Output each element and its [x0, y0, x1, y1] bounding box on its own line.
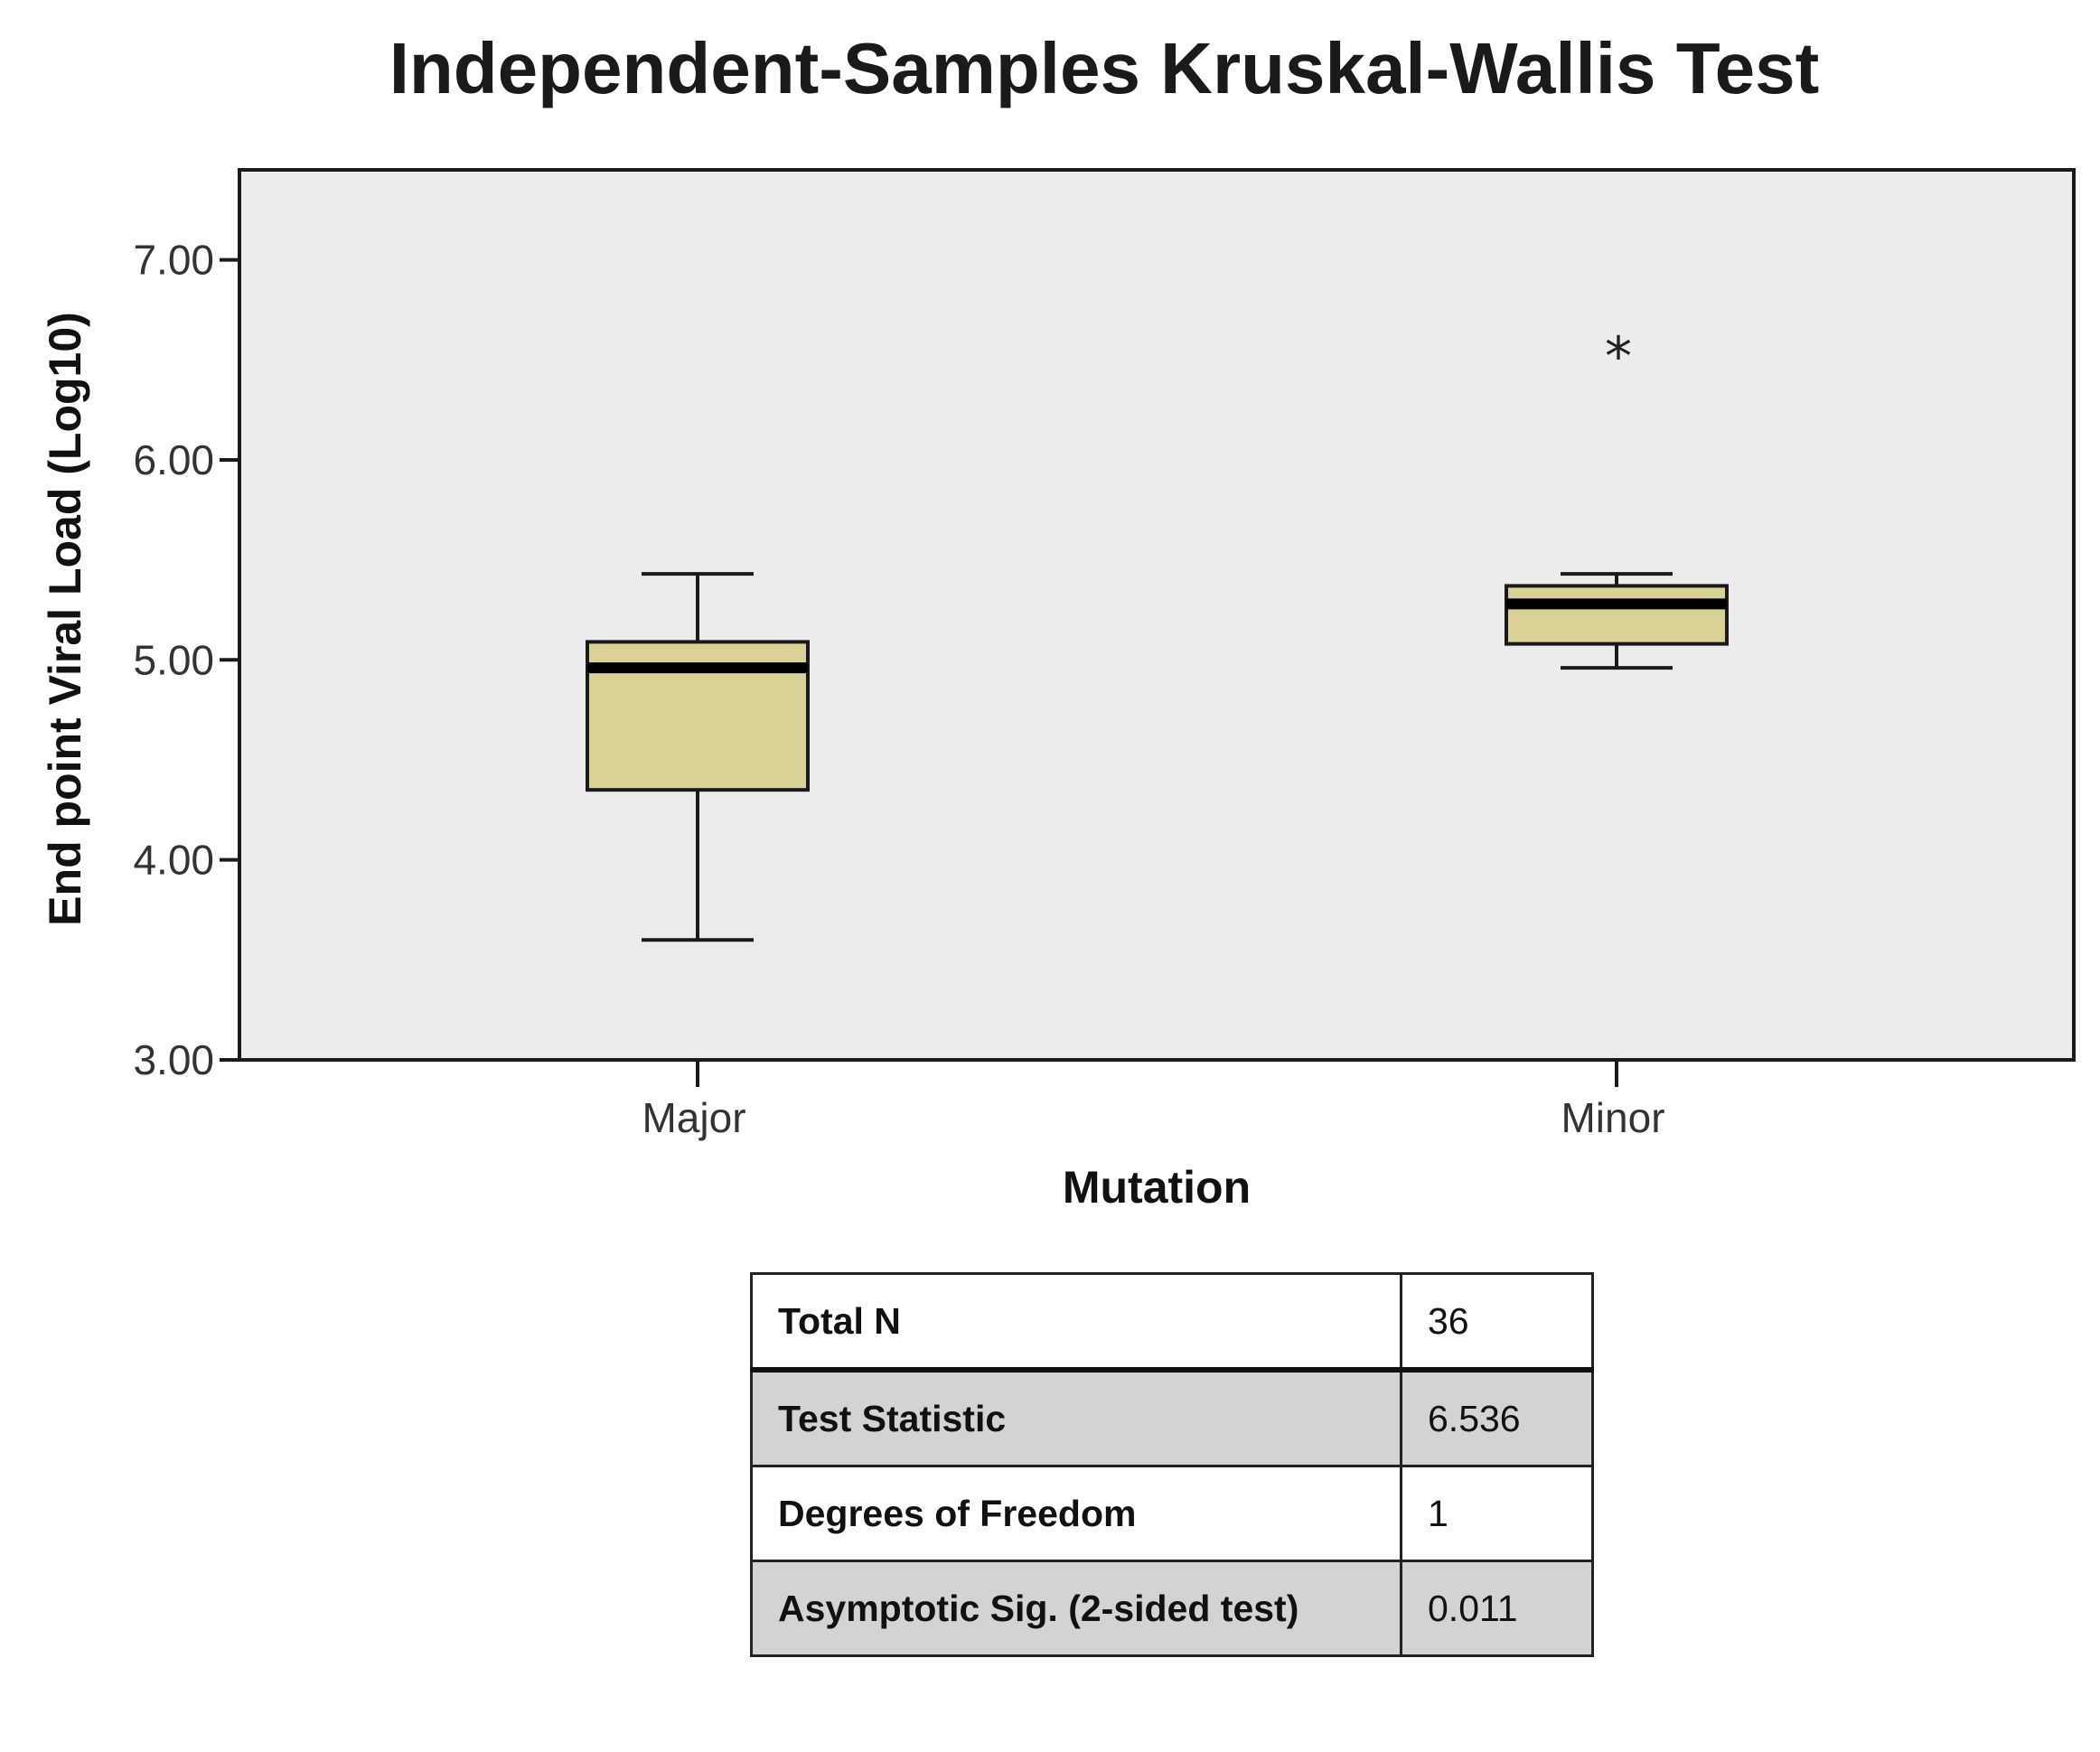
outlier-marker: * — [1605, 325, 1632, 389]
x-tick-label: Minor — [1561, 1094, 1664, 1141]
y-tick-label: 3.00 — [133, 1036, 214, 1083]
row-label-total-n: Total N — [750, 1272, 1402, 1373]
chart-title: Independent-Samples Kruskal-Wallis Test — [389, 28, 1820, 108]
plot-area — [238, 168, 2076, 1062]
row-value-total-n: 36 — [1400, 1272, 1594, 1373]
table-row: Test Statistic 6.536 — [750, 1368, 1594, 1467]
y-tick-label: 4.00 — [133, 837, 214, 884]
row-value-degrees-of-freedom: 1 — [1400, 1465, 1594, 1562]
test-summary-table: Total N 36 Test Statistic 6.536 Degrees … — [750, 1272, 1594, 1657]
row-label-asymptotic-sig: Asymptotic Sig. (2-sided test) — [750, 1560, 1402, 1657]
table-row: Total N 36 — [750, 1272, 1594, 1373]
table-row: Degrees of Freedom 1 — [750, 1465, 1594, 1562]
table-row: Asymptotic Sig. (2-sided test) 0.011 — [750, 1560, 1594, 1657]
x-axis: Major Minor — [642, 1060, 1665, 1141]
x-axis-label: Mutation — [1062, 1162, 1252, 1213]
y-axis: 3.00 4.00 5.00 6.00 7.00 — [133, 237, 239, 1083]
y-tick-label: 6.00 — [133, 436, 214, 483]
y-tick-label: 5.00 — [133, 636, 214, 683]
row-label-degrees-of-freedom: Degrees of Freedom — [750, 1465, 1402, 1562]
y-axis-label: End point Viral Load (Log10) — [40, 312, 90, 926]
row-value-asymptotic-sig: 0.011 — [1400, 1560, 1594, 1657]
row-label-test-statistic: Test Statistic — [750, 1368, 1402, 1467]
x-tick-label: Major — [642, 1094, 745, 1141]
y-tick-label: 7.00 — [133, 237, 214, 284]
row-value-test-statistic: 6.536 — [1400, 1368, 1594, 1467]
box-series: * — [586, 325, 1729, 942]
box-minor — [1505, 584, 1729, 646]
